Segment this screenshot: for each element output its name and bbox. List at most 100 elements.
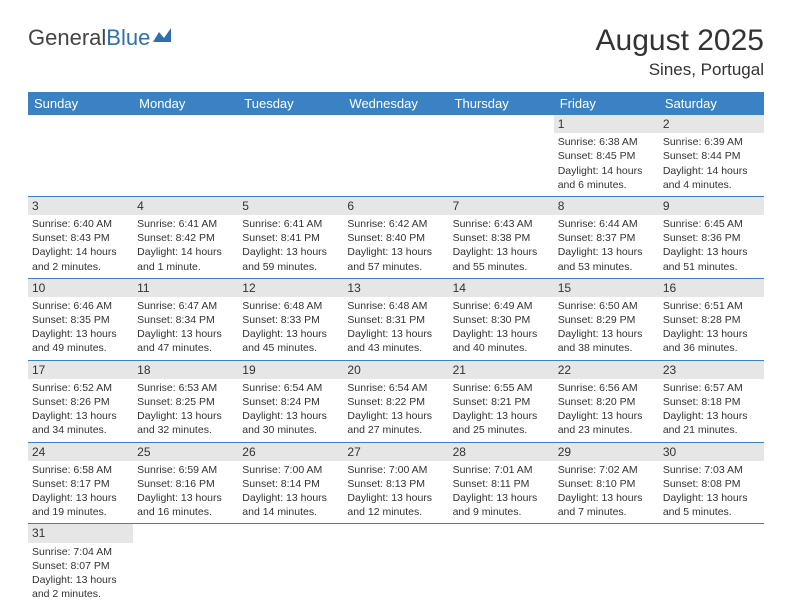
day-info: Sunrise: 6:48 AM Sunset: 8:33 PM Dayligh…: [242, 299, 339, 356]
calendar-day: 29 Sunrise: 7:02 AM Sunset: 8:10 PM Dayli…: [554, 442, 659, 524]
day-number: 12: [238, 279, 343, 297]
dow-row: SundayMondayTuesdayWednesdayThursdayFrid…: [28, 92, 764, 115]
dow-header: Sunday: [28, 92, 133, 115]
calendar-day: [28, 115, 133, 196]
day-number: 4: [133, 197, 238, 215]
calendar-day: 2 Sunrise: 6:39 AM Sunset: 8:44 PM Daylig…: [659, 115, 764, 196]
calendar-day: 4Sunrise: 6:41 AM Sunset: 8:42 PM Daylig…: [133, 196, 238, 278]
calendar-day: 9 Sunrise: 6:45 AM Sunset: 8:36 PM Daylig…: [659, 196, 764, 278]
calendar-table: SundayMondayTuesdayWednesdayThursdayFrid…: [28, 92, 764, 605]
logo-text-general: General: [28, 25, 106, 51]
day-info: Sunrise: 6:39 AM Sunset: 8:44 PM Dayligh…: [663, 135, 760, 192]
calendar-day: 31Sunrise: 7:04 AM Sunset: 8:07 PM Dayli…: [28, 524, 133, 605]
day-number: 1: [554, 115, 659, 133]
day-number: 13: [343, 279, 448, 297]
logo: GeneralBlue: [28, 24, 175, 52]
day-info: Sunrise: 6:48 AM Sunset: 8:31 PM Dayligh…: [347, 299, 444, 356]
calendar-day: 30Sunrise: 7:03 AM Sunset: 8:08 PM Dayli…: [659, 442, 764, 524]
day-number: 29: [554, 443, 659, 461]
day-info: Sunrise: 6:58 AM Sunset: 8:17 PM Dayligh…: [32, 463, 129, 520]
day-number: 10: [28, 279, 133, 297]
day-info: Sunrise: 6:45 AM Sunset: 8:36 PM Dayligh…: [663, 217, 760, 274]
day-info: Sunrise: 6:46 AM Sunset: 8:35 PM Dayligh…: [32, 299, 129, 356]
day-info: Sunrise: 7:04 AM Sunset: 8:07 PM Dayligh…: [32, 545, 129, 602]
day-number: 25: [133, 443, 238, 461]
day-number: 5: [238, 197, 343, 215]
calendar-day: 10 Sunrise: 6:46 AM Sunset: 8:35 PM Dayli…: [28, 278, 133, 360]
calendar-day: 12 Sunrise: 6:48 AM Sunset: 8:33 PM Dayli…: [238, 278, 343, 360]
calendar-day: 26 Sunrise: 7:00 AM Sunset: 8:14 PM Dayli…: [238, 442, 343, 524]
dow-header: Wednesday: [343, 92, 448, 115]
day-number: 20: [343, 361, 448, 379]
day-info: Sunrise: 6:41 AM Sunset: 8:41 PM Dayligh…: [242, 217, 339, 274]
day-number: 19: [238, 361, 343, 379]
dow-header: Tuesday: [238, 92, 343, 115]
calendar-day: 19 Sunrise: 6:54 AM Sunset: 8:24 PM Dayli…: [238, 360, 343, 442]
calendar-day: 11 Sunrise: 6:47 AM Sunset: 8:34 PM Dayli…: [133, 278, 238, 360]
calendar-day: 20Sunrise: 6:54 AM Sunset: 8:22 PM Dayli…: [343, 360, 448, 442]
calendar-day: 5 Sunrise: 6:41 AM Sunset: 8:41 PM Daylig…: [238, 196, 343, 278]
calendar-day: [449, 115, 554, 196]
calendar-day: [238, 524, 343, 605]
day-number: 11: [133, 279, 238, 297]
calendar-day: [659, 524, 764, 605]
day-info: Sunrise: 6:42 AM Sunset: 8:40 PM Dayligh…: [347, 217, 444, 274]
calendar-week: 31Sunrise: 7:04 AM Sunset: 8:07 PM Dayli…: [28, 524, 764, 605]
day-number: 18: [133, 361, 238, 379]
dow-header: Thursday: [449, 92, 554, 115]
day-number: 22: [554, 361, 659, 379]
day-info: Sunrise: 6:47 AM Sunset: 8:34 PM Dayligh…: [137, 299, 234, 356]
day-info: Sunrise: 6:53 AM Sunset: 8:25 PM Dayligh…: [137, 381, 234, 438]
day-info: Sunrise: 6:51 AM Sunset: 8:28 PM Dayligh…: [663, 299, 760, 356]
calendar-day: [133, 524, 238, 605]
calendar-day: 13 Sunrise: 6:48 AM Sunset: 8:31 PM Dayli…: [343, 278, 448, 360]
calendar-day: 25 Sunrise: 6:59 AM Sunset: 8:16 PM Dayli…: [133, 442, 238, 524]
calendar-day: 28 Sunrise: 7:01 AM Sunset: 8:11 PM Dayli…: [449, 442, 554, 524]
calendar-day: [554, 524, 659, 605]
header: GeneralBlue August 2025 Sines, Portugal: [28, 24, 764, 80]
calendar-week: 1 Sunrise: 6:38 AM Sunset: 8:45 PM Daylig…: [28, 115, 764, 196]
day-number: 30: [659, 443, 764, 461]
day-info: Sunrise: 6:55 AM Sunset: 8:21 PM Dayligh…: [453, 381, 550, 438]
calendar-day: 14Sunrise: 6:49 AM Sunset: 8:30 PM Dayli…: [449, 278, 554, 360]
day-info: Sunrise: 7:02 AM Sunset: 8:10 PM Dayligh…: [558, 463, 655, 520]
calendar-day: 27Sunrise: 7:00 AM Sunset: 8:13 PM Dayli…: [343, 442, 448, 524]
calendar-day: [133, 115, 238, 196]
day-number: 23: [659, 361, 764, 379]
calendar-day: 6 Sunrise: 6:42 AM Sunset: 8:40 PM Daylig…: [343, 196, 448, 278]
day-number: 26: [238, 443, 343, 461]
calendar-day: 18 Sunrise: 6:53 AM Sunset: 8:25 PM Dayli…: [133, 360, 238, 442]
day-number: 14: [449, 279, 554, 297]
day-info: Sunrise: 6:38 AM Sunset: 8:45 PM Dayligh…: [558, 135, 655, 192]
calendar-day: [449, 524, 554, 605]
calendar-day: 15Sunrise: 6:50 AM Sunset: 8:29 PM Dayli…: [554, 278, 659, 360]
calendar-day: [343, 524, 448, 605]
location: Sines, Portugal: [596, 60, 764, 80]
day-number: 7: [449, 197, 554, 215]
day-info: Sunrise: 6:50 AM Sunset: 8:29 PM Dayligh…: [558, 299, 655, 356]
calendar-day: 21Sunrise: 6:55 AM Sunset: 8:21 PM Dayli…: [449, 360, 554, 442]
day-number: 17: [28, 361, 133, 379]
day-number: 28: [449, 443, 554, 461]
day-info: Sunrise: 6:54 AM Sunset: 8:24 PM Dayligh…: [242, 381, 339, 438]
day-number: 9: [659, 197, 764, 215]
day-info: Sunrise: 7:01 AM Sunset: 8:11 PM Dayligh…: [453, 463, 550, 520]
calendar-day: 17 Sunrise: 6:52 AM Sunset: 8:26 PM Dayli…: [28, 360, 133, 442]
day-number: 6: [343, 197, 448, 215]
dow-header: Friday: [554, 92, 659, 115]
calendar-day: [238, 115, 343, 196]
day-info: Sunrise: 6:59 AM Sunset: 8:16 PM Dayligh…: [137, 463, 234, 520]
day-number: 2: [659, 115, 764, 133]
calendar-day: 1 Sunrise: 6:38 AM Sunset: 8:45 PM Daylig…: [554, 115, 659, 196]
logo-text-blue: Blue: [106, 25, 150, 51]
day-info: Sunrise: 6:52 AM Sunset: 8:26 PM Dayligh…: [32, 381, 129, 438]
calendar-day: 24 Sunrise: 6:58 AM Sunset: 8:17 PM Dayli…: [28, 442, 133, 524]
day-number: 8: [554, 197, 659, 215]
day-info: Sunrise: 7:00 AM Sunset: 8:14 PM Dayligh…: [242, 463, 339, 520]
day-info: Sunrise: 7:00 AM Sunset: 8:13 PM Dayligh…: [347, 463, 444, 520]
calendar-week: 24 Sunrise: 6:58 AM Sunset: 8:17 PM Dayli…: [28, 442, 764, 524]
day-number: 24: [28, 443, 133, 461]
calendar-day: 7Sunrise: 6:43 AM Sunset: 8:38 PM Daylig…: [449, 196, 554, 278]
day-number: 16: [659, 279, 764, 297]
calendar-day: 16 Sunrise: 6:51 AM Sunset: 8:28 PM Dayli…: [659, 278, 764, 360]
